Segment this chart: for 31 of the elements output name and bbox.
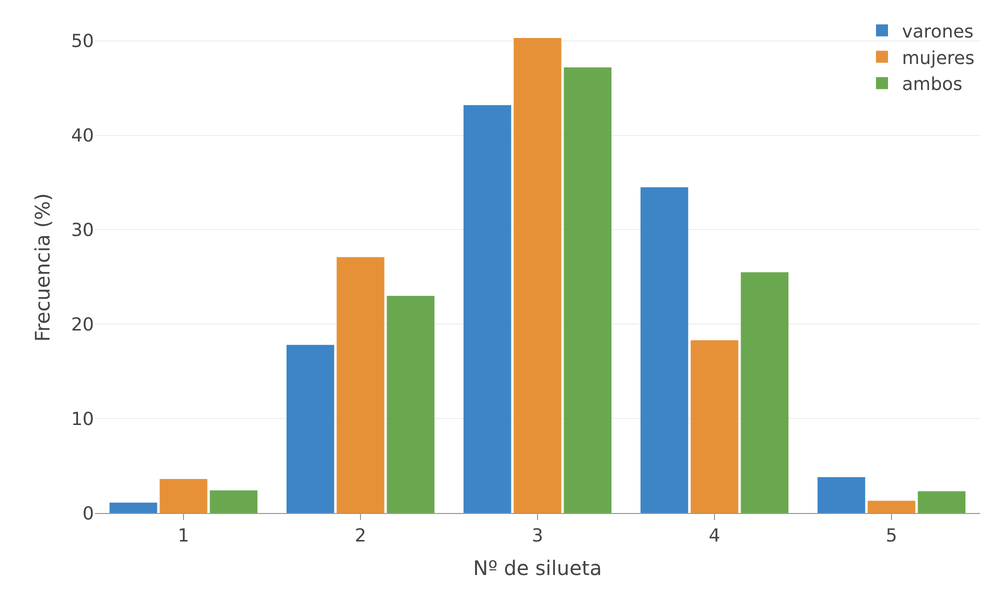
bar — [160, 479, 208, 513]
bar — [514, 38, 562, 513]
y-tick-label: 10 — [71, 408, 94, 430]
bar — [640, 187, 688, 513]
bar — [818, 477, 866, 513]
bar — [336, 257, 384, 513]
x-tick-label: 1 — [178, 526, 190, 547]
y-tick-label: 20 — [71, 314, 94, 336]
bar — [868, 500, 916, 513]
bar — [740, 272, 788, 513]
y-axis-title: Frecuencia (%) — [30, 193, 55, 342]
bar — [464, 105, 512, 513]
bar — [386, 296, 434, 513]
legend-label: ambos — [902, 74, 962, 96]
y-tick-label: 50 — [71, 31, 94, 52]
legend-label: varones — [902, 21, 974, 42]
legend-label: mujeres — [902, 48, 974, 69]
bar — [690, 340, 738, 513]
bar — [110, 502, 158, 513]
x-tick-label: 5 — [886, 526, 898, 547]
bar — [564, 67, 612, 513]
x-tick-label: 4 — [708, 526, 720, 547]
y-tick-label: 40 — [71, 126, 94, 147]
x-tick-label: 2 — [354, 526, 366, 547]
x-axis-title: Nº de silueta — [473, 556, 602, 580]
bar — [210, 490, 258, 513]
bar — [918, 491, 966, 513]
bar — [286, 344, 334, 513]
x-tick-label: 3 — [532, 526, 544, 547]
y-tick-label: 30 — [71, 220, 94, 242]
y-tick-label: 0 — [82, 503, 94, 524]
